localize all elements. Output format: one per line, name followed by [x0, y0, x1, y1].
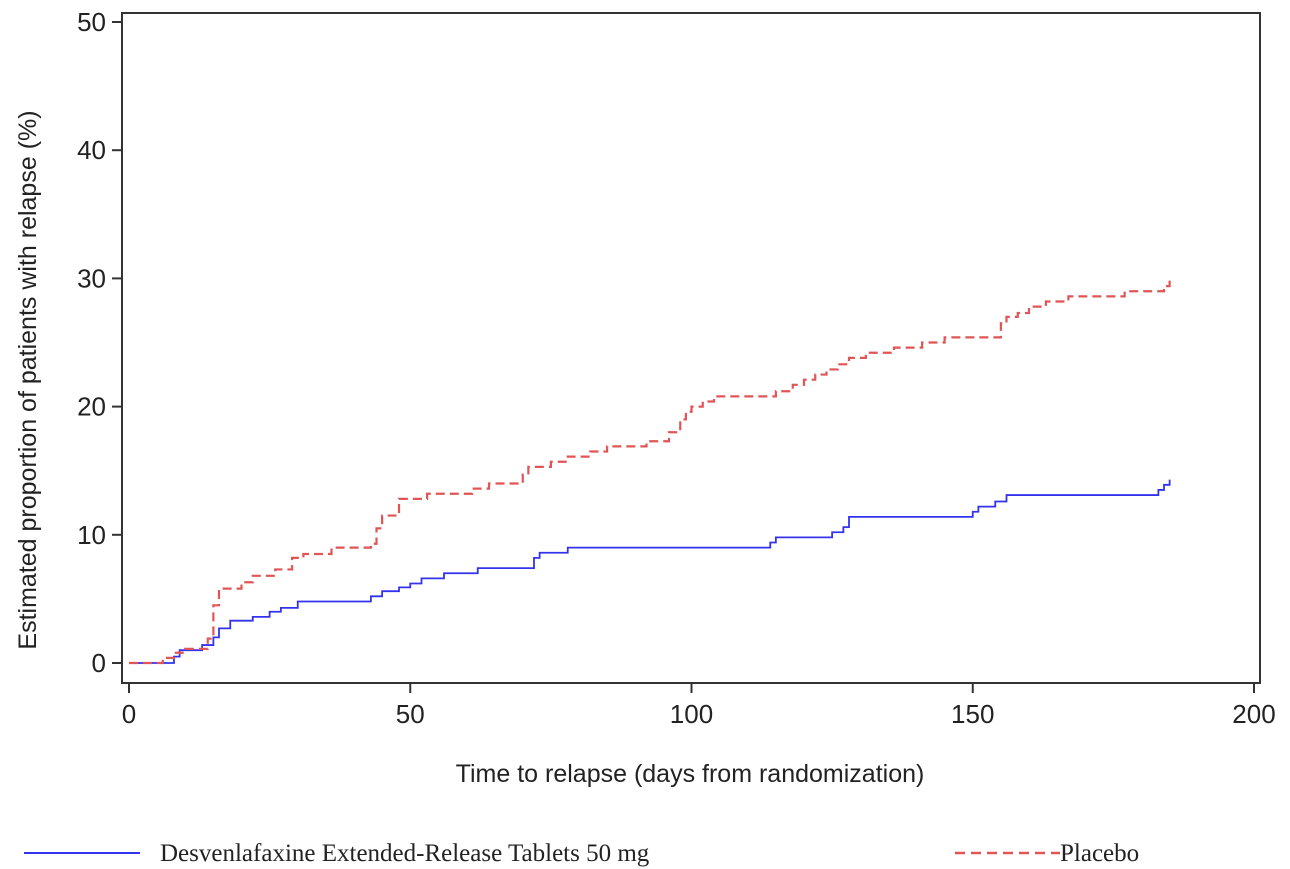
- legend-label-desvenlafaxine: Desvenlafaxine Extended-Release Tablets …: [160, 840, 650, 867]
- x-tick-label: 150: [951, 699, 994, 729]
- axes: 0 50 100 150 200 0 10 20 30 40 50: [77, 7, 1276, 729]
- x-tick-label: 0: [122, 699, 136, 729]
- x-tick-label: 200: [1232, 699, 1275, 729]
- series-line-desvenlafaxine: [129, 479, 1171, 664]
- y-tick-label: 0: [92, 648, 106, 678]
- legend-label-placebo: Placebo: [1060, 840, 1139, 867]
- series-group: [129, 278, 1171, 665]
- y-tick-label: 50: [77, 7, 106, 37]
- y-axis-title: Estimated proportion of patients with re…: [14, 110, 42, 649]
- y-tick-label: 40: [77, 135, 106, 165]
- x-axis-title: Time to relapse (days from randomization…: [456, 760, 925, 788]
- legend: Desvenlafaxine Extended-Release Tablets …: [24, 840, 1139, 867]
- x-tick-label: 100: [670, 699, 713, 729]
- plot-frame: [121, 12, 1261, 684]
- x-tick-label: 50: [396, 699, 425, 729]
- series-line-placebo: [129, 278, 1171, 665]
- y-tick-label: 20: [77, 392, 106, 422]
- y-tick-label: 10: [77, 520, 106, 550]
- y-tick-label: 30: [77, 263, 106, 293]
